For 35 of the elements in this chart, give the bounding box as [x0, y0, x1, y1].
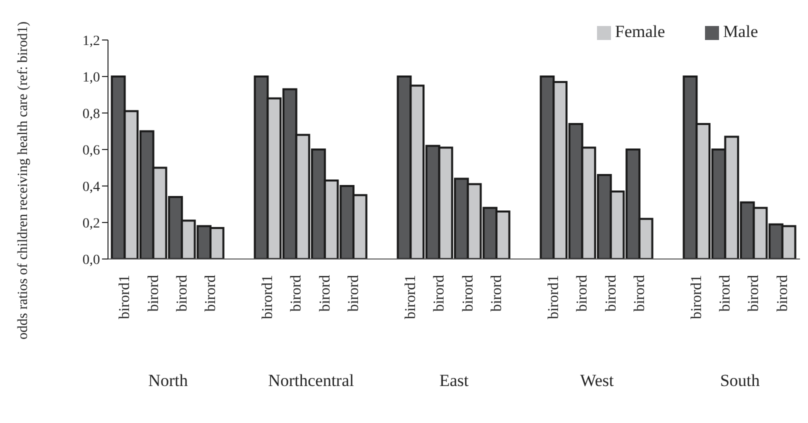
x-tick-label: birord [288, 274, 305, 312]
x-tick-label: birord [774, 274, 791, 312]
text: South [719, 371, 761, 391]
x-tick-label: birord1 [117, 275, 134, 320]
y-tick-label: 0,8 [82, 106, 100, 122]
x-tick-label: birord [346, 274, 362, 312]
legend-label: Female [615, 22, 666, 41]
text: Northcentral [267, 371, 355, 391]
text: West [579, 371, 615, 391]
x-tick-label: birord [632, 274, 648, 312]
x-tick-label: birord1 [546, 275, 562, 320]
x-tick-label: birord [603, 274, 620, 312]
y-tick-label: 0,6 [82, 143, 100, 158]
x-tick-label: birord [174, 274, 190, 312]
x-tick-label: birord1 [689, 275, 706, 320]
x-tick-label: birord [460, 274, 476, 312]
y-axis-title: odds ratios of children receiving health care (ref: birod1) [16, 21, 31, 340]
x-tick-label: birord [718, 274, 734, 312]
y-tick-label: 0,4 [82, 180, 100, 195]
x-tick-label: birord [202, 274, 219, 312]
legend-label: Male [723, 22, 758, 41]
x-tick-label: birord [317, 274, 334, 312]
x-tick-label: birord [574, 274, 591, 312]
y-tick-label: 0,0 [82, 252, 100, 268]
x-tick-label: birord [146, 274, 162, 312]
y-tick-label: 0,2 [82, 216, 100, 232]
x-tick-label: birord [746, 274, 762, 312]
y-tick-label: 1,0 [82, 70, 100, 86]
text: East [438, 371, 470, 391]
x-tick-label: birord1 [403, 275, 420, 320]
x-tick-label: birord1 [260, 275, 276, 320]
text: North [147, 371, 189, 391]
x-tick-label: birord [488, 274, 505, 312]
x-tick-label: birord [432, 274, 448, 312]
y-tick-label: 1,2 [82, 34, 100, 49]
